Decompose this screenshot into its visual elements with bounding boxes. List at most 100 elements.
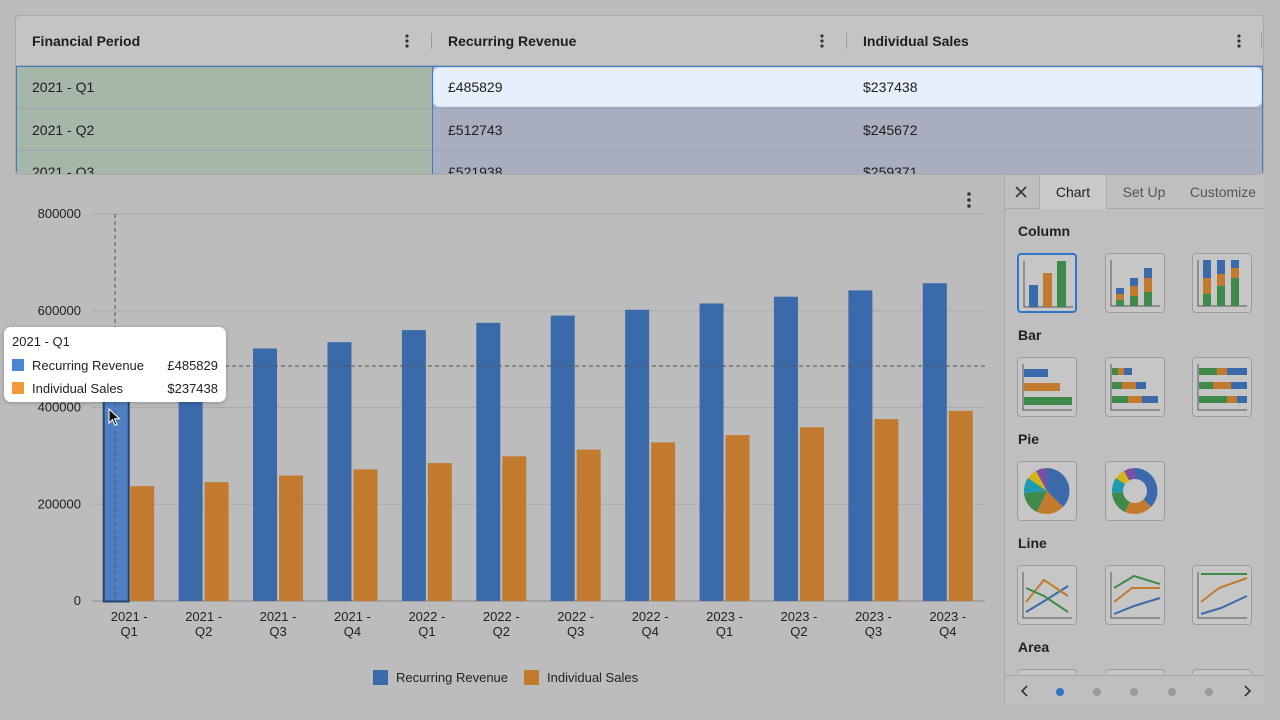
normalized-column-icon [1197, 260, 1247, 307]
legend-item-sales[interactable]: Individual Sales [524, 669, 638, 685]
tooltip-series-name: Recurring Revenue [32, 357, 145, 373]
bar-individual-sales[interactable] [576, 449, 601, 601]
column-header-recurring-revenue[interactable]: Recurring Revenue [432, 16, 846, 66]
column-menu-icon[interactable] [814, 33, 830, 49]
doughnut-icon [1111, 468, 1158, 515]
x-tick-label: Q4 [344, 624, 361, 639]
cell-period[interactable]: 2021 - Q2 [16, 109, 432, 151]
legend-label: Recurring Revenue [396, 669, 509, 685]
cell-sales[interactable]: $245672 [847, 109, 1263, 151]
chart-type-stacked-bar[interactable] [1105, 357, 1165, 417]
bar-recurring-revenue[interactable] [699, 303, 724, 601]
grid-header: Financial Period Recurring Revenue Indiv… [16, 16, 1263, 66]
chart-menu-icon[interactable] [960, 190, 978, 210]
grouped-bar-icon [1022, 364, 1072, 411]
bar-individual-sales[interactable] [353, 469, 378, 601]
cell-sales[interactable]: $259371 [847, 151, 1263, 174]
bar-recurring-revenue[interactable] [476, 322, 501, 601]
x-tick-label: 2023 - [706, 609, 743, 624]
grouped-column-icon [1023, 261, 1073, 308]
x-tick-label: Q3 [269, 624, 286, 639]
page-dot[interactable] [1093, 688, 1101, 696]
chart-type-doughnut[interactable] [1105, 461, 1165, 521]
cell-recurring[interactable]: £521938 [432, 151, 847, 174]
chart-type-normalized-area[interactable] [1192, 669, 1252, 674]
table-row[interactable]: 2021 - Q3 £521938 $259371 [16, 151, 1263, 174]
chevron-right-icon[interactable] [1240, 684, 1254, 698]
column-resize-handle[interactable] [846, 33, 847, 49]
cell-period[interactable]: 2021 - Q1 [16, 66, 432, 108]
page-dot[interactable] [1205, 688, 1213, 696]
column-header-financial-period[interactable]: Financial Period [16, 16, 431, 66]
chart-type-pie[interactable] [1017, 461, 1077, 521]
x-tick-label: 2021 - [111, 609, 148, 624]
tab-customize[interactable]: Customize [1189, 184, 1257, 200]
chart-type-grouped-bar[interactable] [1017, 357, 1077, 417]
chart-type-area[interactable] [1017, 669, 1077, 674]
x-tick-label: Q2 [493, 624, 510, 639]
chart-type-stacked-area[interactable] [1105, 669, 1165, 674]
column-menu-icon[interactable] [1231, 33, 1247, 49]
page-dot[interactable] [1130, 688, 1138, 696]
bar-individual-sales[interactable] [427, 463, 452, 601]
cell-recurring[interactable]: £485829 [448, 79, 503, 95]
chevron-left-icon[interactable] [1018, 684, 1032, 698]
bar-recurring-revenue[interactable] [550, 315, 575, 601]
x-tick-label: Q1 [716, 624, 733, 639]
tooltip-series-value: £485829 [167, 357, 218, 373]
chart-type-grouped-column[interactable] [1017, 253, 1077, 313]
data-grid: Financial Period Recurring Revenue Indiv… [15, 15, 1264, 175]
chart-type-line[interactable] [1017, 565, 1077, 625]
bar-recurring-revenue[interactable] [401, 330, 426, 601]
tab-set-up[interactable]: Set Up [1122, 184, 1166, 200]
column-resize-handle[interactable] [431, 33, 432, 49]
bar-individual-sales[interactable] [948, 410, 973, 601]
bar-individual-sales[interactable] [799, 427, 824, 601]
chart-type-normalized-column[interactable] [1192, 253, 1252, 313]
bar-individual-sales[interactable] [874, 419, 899, 601]
chart-type-stacked-column[interactable] [1105, 253, 1165, 313]
x-tick-label: Q3 [567, 624, 584, 639]
bar-recurring-revenue[interactable] [773, 296, 798, 601]
bar-individual-sales[interactable] [130, 486, 155, 601]
page-dot[interactable] [1168, 688, 1176, 696]
row-divider [16, 150, 1263, 151]
x-tick-label: 2022 - [632, 609, 669, 624]
stacked-column-icon [1110, 260, 1160, 307]
column-header-individual-sales[interactable]: Individual Sales [847, 16, 1263, 66]
page-dot[interactable] [1056, 688, 1064, 696]
section-title-line: Line [1018, 535, 1047, 551]
table-row[interactable]: 2021 - Q2 £512743 $245672 [16, 109, 1263, 151]
tooltip-swatch-sales [12, 382, 24, 394]
y-tick-label: 800000 [38, 206, 81, 221]
bar-recurring-revenue[interactable] [848, 290, 873, 601]
bar-recurring-revenue[interactable] [625, 309, 650, 601]
cell-sales[interactable]: $237438 [863, 79, 918, 95]
panel-pagination [1004, 675, 1264, 705]
bar-individual-sales[interactable] [204, 482, 229, 601]
chart-type-stacked-line[interactable] [1105, 565, 1165, 625]
bar-recurring-revenue[interactable] [327, 342, 352, 601]
chart-type-normalized-line[interactable] [1192, 565, 1252, 625]
legend-item-recurring[interactable]: Recurring Revenue [373, 669, 509, 685]
bar-individual-sales[interactable] [502, 456, 527, 601]
column-header-label: Recurring Revenue [448, 33, 577, 49]
x-tick-label: Q1 [121, 624, 138, 639]
bar-individual-sales[interactable] [651, 442, 676, 601]
cell-period[interactable]: 2021 - Q3 [16, 151, 432, 174]
tab-chart[interactable]: Chart [1039, 175, 1107, 209]
cell-recurring[interactable]: £512743 [432, 109, 847, 151]
tooltip-series-name: Individual Sales [32, 380, 124, 396]
bar-individual-sales[interactable] [725, 435, 750, 601]
legend-swatch [373, 669, 388, 685]
bar-recurring-revenue[interactable] [253, 348, 278, 601]
close-icon[interactable] [1013, 184, 1029, 200]
chart-type-normalized-bar[interactable] [1192, 357, 1252, 417]
bar-recurring-revenue[interactable] [922, 283, 947, 601]
bar-individual-sales[interactable] [279, 475, 304, 601]
chart-settings-panel: Chart Set Up Customize Column Bar [1004, 175, 1264, 705]
column-resize-handle[interactable] [1261, 33, 1262, 49]
column-menu-icon[interactable] [399, 33, 415, 49]
chart-legend: Recurring Revenue Individual Sales [373, 668, 654, 686]
